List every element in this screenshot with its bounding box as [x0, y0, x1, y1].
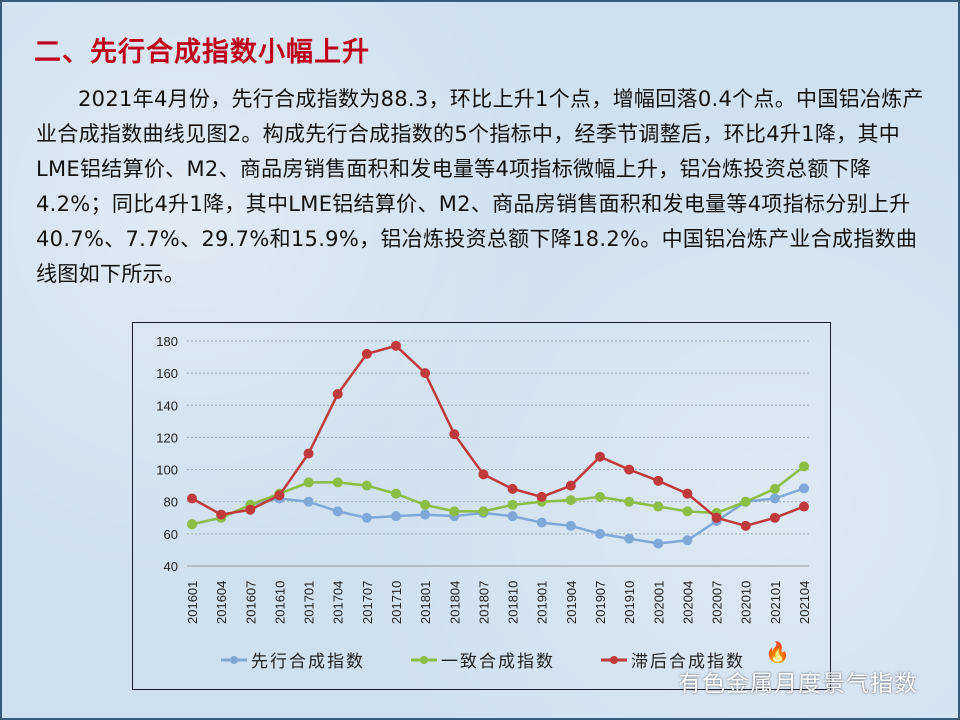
data-point	[303, 448, 314, 459]
section-heading: 二、先行合成指数小幅上升	[34, 37, 370, 68]
x-tick-label: 202010	[739, 581, 754, 624]
data-point	[361, 512, 372, 523]
data-point	[682, 506, 693, 517]
x-tick-label: 201610	[272, 581, 287, 624]
data-point	[391, 488, 401, 499]
data-point	[799, 483, 809, 494]
data-point	[565, 480, 576, 491]
y-tick-label: 100	[156, 463, 178, 478]
data-point	[449, 506, 460, 517]
y-tick-label: 120	[156, 430, 178, 445]
data-point	[507, 499, 518, 510]
x-tick-label: 202104	[797, 581, 812, 624]
data-point	[187, 519, 197, 530]
x-tick-label: 201604	[214, 581, 229, 624]
data-point	[391, 340, 401, 351]
data-point	[478, 469, 489, 480]
line-chart: 40 60 80 100 120 140 160 180 201601 201604 201607 2…	[132, 322, 831, 690]
data-point	[682, 535, 693, 546]
wechat-watermark: 有色金属月度景气指数	[678, 671, 918, 697]
series-line-0	[191, 487, 805, 545]
data-point	[332, 477, 343, 488]
x-tick-label: 201710	[389, 581, 404, 624]
data-point	[799, 461, 809, 472]
x-tick-label: 202007	[710, 581, 725, 624]
chart-svg: 40 60 80 100 120 140 160 180 201601 201604 201607 2…	[156, 334, 812, 672]
data-point	[303, 496, 314, 507]
flame-icon: 🔥	[765, 640, 790, 664]
data-point	[449, 429, 460, 440]
data-point	[507, 483, 518, 494]
data-point	[740, 496, 751, 507]
y-tick-label: 40	[164, 559, 178, 574]
data-point	[565, 520, 576, 531]
y-tick-label: 60	[164, 527, 178, 542]
series-line-2	[191, 344, 805, 528]
series-line-1	[191, 465, 805, 526]
data-point	[391, 511, 401, 522]
data-point	[769, 493, 780, 504]
data-point	[507, 511, 518, 522]
x-tick-label: 201701	[302, 581, 317, 624]
data-point	[682, 488, 693, 499]
data-point	[711, 512, 722, 523]
data-point	[187, 493, 197, 504]
x-tick-label: 201810	[506, 581, 521, 624]
data-point	[740, 520, 751, 531]
data-point	[332, 389, 343, 400]
data-point	[624, 464, 635, 475]
data-point	[332, 506, 343, 517]
data-point	[536, 491, 547, 502]
data-point	[565, 495, 576, 506]
legend-marker	[420, 656, 428, 664]
x-tick-label: 201601	[185, 581, 200, 624]
x-tick-label: 201801	[418, 581, 433, 624]
y-tick-label: 140	[156, 398, 178, 413]
legend-marker	[610, 656, 618, 664]
legend-label: 滞后合成指数	[631, 652, 745, 672]
data-point	[420, 499, 431, 510]
data-point	[216, 509, 227, 520]
data-point	[245, 504, 256, 515]
data-point	[478, 506, 489, 517]
x-tick-label: 201704	[331, 581, 346, 624]
legend-marker	[230, 656, 238, 664]
x-tick-label: 201807	[476, 581, 491, 624]
data-point	[653, 538, 664, 549]
data-point	[361, 480, 372, 491]
data-point	[595, 451, 605, 462]
x-tick-label: 201904	[564, 581, 579, 624]
x-tick-label: 202101	[768, 581, 783, 624]
data-point	[769, 512, 780, 523]
y-tick-label: 80	[164, 495, 178, 510]
x-tick-label: 201607	[243, 581, 258, 624]
data-point	[420, 368, 431, 379]
y-tick-label: 180	[156, 334, 178, 349]
data-point	[595, 528, 605, 539]
data-point	[536, 517, 547, 528]
data-point	[799, 501, 809, 512]
y-tick-label: 160	[156, 366, 178, 381]
x-tick-label: 201707	[360, 581, 375, 624]
x-tick-label: 201907	[593, 581, 608, 624]
data-point	[303, 477, 314, 488]
data-point	[769, 483, 780, 494]
x-tick-label: 201910	[622, 581, 637, 624]
x-tick-label: 202004	[680, 581, 695, 624]
x-tick-label: 201804	[447, 581, 462, 624]
body-paragraph: 2021年4月份，先行合成指数为88.3，环比上升1个点，增幅回落0.4个点。中…	[36, 87, 924, 286]
data-point	[653, 475, 664, 486]
data-point	[420, 509, 431, 520]
data-point	[624, 496, 635, 507]
legend-label: 一致合成指数	[441, 652, 555, 672]
x-tick-label: 202001	[651, 581, 666, 624]
data-point	[361, 348, 372, 359]
data-point	[274, 490, 285, 501]
data-point	[624, 533, 635, 544]
legend-label: 先行合成指数	[251, 652, 365, 672]
data-point	[653, 501, 664, 512]
data-point	[595, 491, 605, 502]
x-tick-label: 201901	[535, 581, 550, 624]
